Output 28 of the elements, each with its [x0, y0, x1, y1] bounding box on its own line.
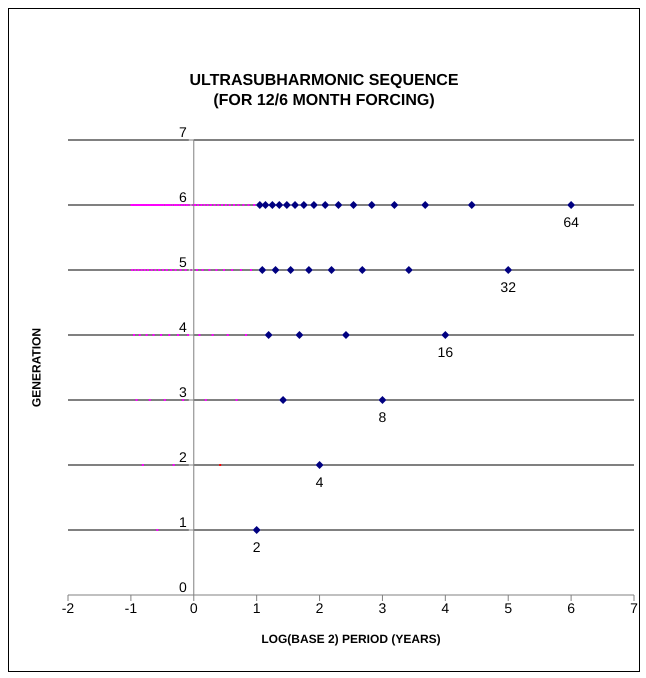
annotation: 64 — [563, 214, 580, 230]
y-tick-label: 3 — [178, 384, 187, 400]
y-tick-label: 1 — [178, 514, 187, 530]
annotation: 32 — [500, 278, 516, 295]
x-tick-label: 7 — [630, 600, 638, 616]
y-tick-label: 5 — [178, 254, 187, 270]
x-tick-label: 3 — [378, 600, 387, 616]
x-tick-label: 5 — [504, 600, 512, 616]
y-tick-label: 4 — [178, 319, 187, 335]
x-tick-label: 2 — [316, 600, 324, 616]
y-tick-label: 2 — [178, 449, 187, 465]
y-tick-label: 6 — [178, 189, 187, 205]
annotation: 16 — [438, 344, 454, 360]
x-tick-label: -1 — [124, 600, 138, 616]
chart-title: ULTRASUBHARMONIC SEQUENCE — [188, 71, 460, 91]
x-tick-label: -2 — [62, 600, 74, 616]
x-tick-label: 1 — [252, 600, 261, 616]
x-tick-label: 0 — [190, 600, 198, 616]
annotation: 2 — [252, 538, 261, 555]
y-axis-title: GENERATION — [29, 328, 44, 408]
y-tick-label: 7 — [178, 124, 187, 140]
x-tick-label: 6 — [567, 600, 576, 616]
chart-subtitle: (FOR 12/6 MONTH FORCING) — [212, 91, 436, 111]
x-axis-title: LOG(BASE 2) PERIOD (YEARS) — [261, 632, 441, 646]
x-tick-label: 4 — [441, 600, 450, 616]
annotation: 8 — [378, 408, 387, 425]
y-tick-label: 0 — [178, 579, 187, 595]
annotation: 4 — [316, 474, 324, 490]
